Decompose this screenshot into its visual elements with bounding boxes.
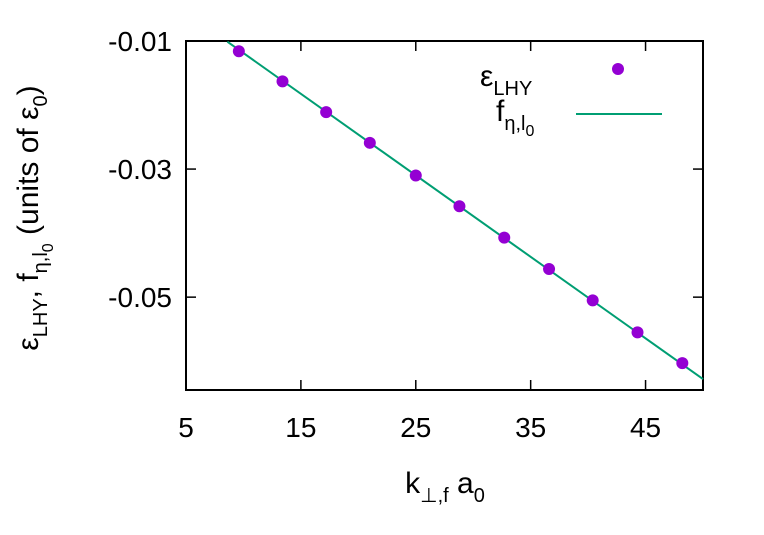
- plot-frame: [185, 40, 704, 391]
- legend: εLHY fη,l0: [480, 60, 662, 140]
- data-point: [543, 262, 556, 275]
- series-layer: [226, 40, 704, 380]
- y-tick-label: -0.03: [108, 154, 172, 185]
- y-axis-label: εLHY, fη,l0 (units of ε0): [12, 85, 57, 350]
- y-tick-label: -0.05: [108, 282, 172, 313]
- data-point: [586, 294, 599, 307]
- x-tick-label: 5: [178, 412, 194, 443]
- x-tick-label: 35: [515, 412, 546, 443]
- legend-marker-points: [612, 63, 624, 75]
- legend-label-eps: εLHY: [480, 60, 532, 100]
- data-point: [276, 75, 289, 88]
- data-point: [498, 231, 511, 244]
- data-point: [363, 136, 376, 149]
- x-tick-label: 25: [400, 412, 431, 443]
- axis-ticks: 5 15 25 35 45 -0.01 -0.03 -0.05: [108, 26, 703, 443]
- data-point: [409, 169, 422, 182]
- data-point: [676, 357, 689, 370]
- x-tick-label: 15: [285, 412, 316, 443]
- x-tick-label: 45: [630, 412, 661, 443]
- data-point: [453, 200, 466, 213]
- legend-label-f: fη,l0: [496, 95, 534, 140]
- data-point: [631, 326, 644, 339]
- data-point: [232, 45, 245, 58]
- y-tick-label: -0.01: [108, 26, 172, 57]
- fit-line: [226, 40, 704, 380]
- x-axis-label: k⊥,f a0: [405, 467, 485, 507]
- data-point: [320, 106, 333, 119]
